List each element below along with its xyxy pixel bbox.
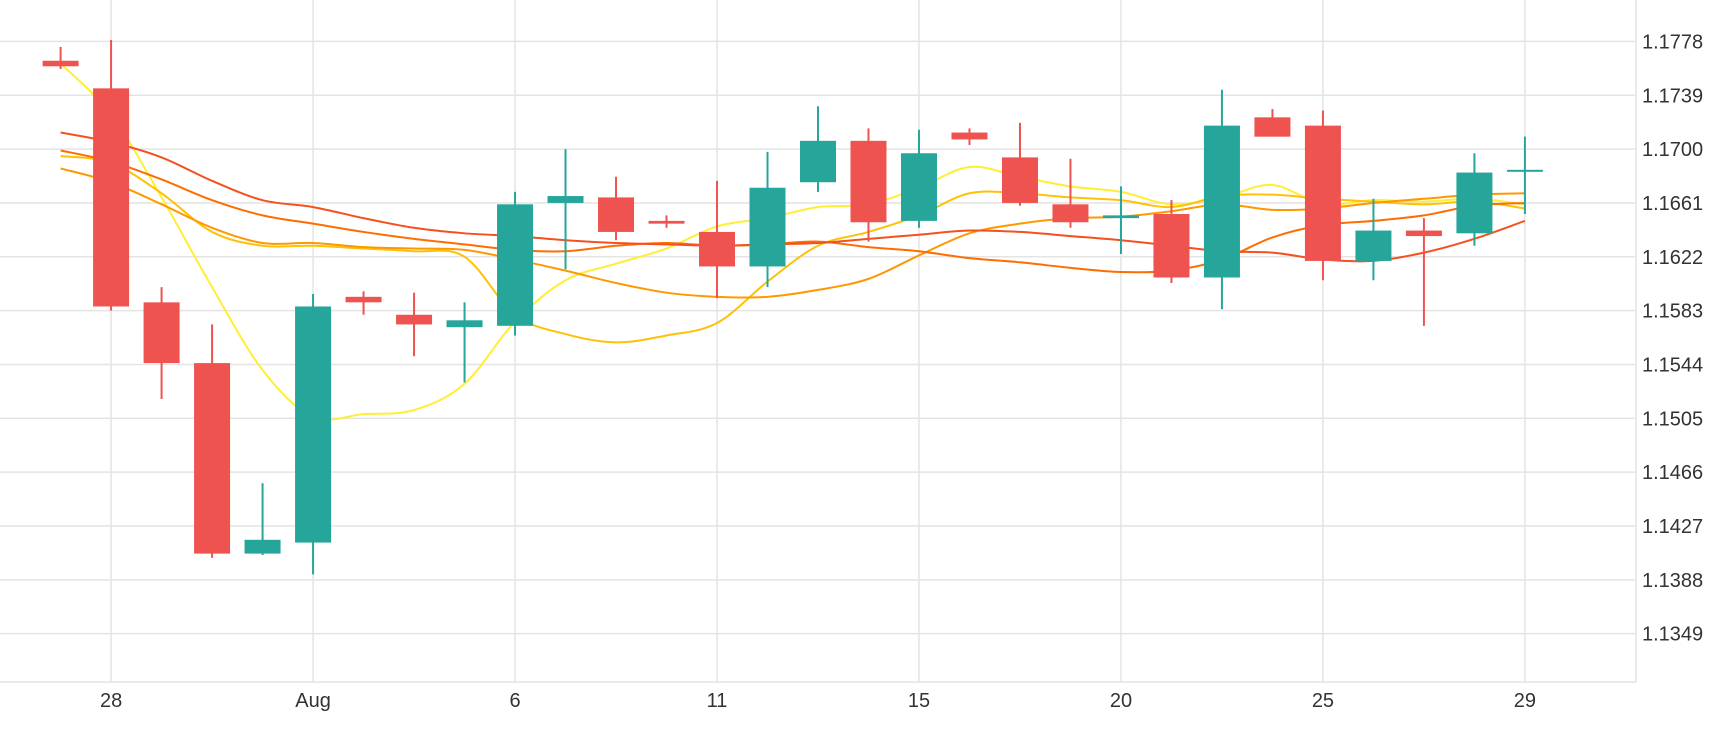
x-tick-label: 28 xyxy=(100,690,122,712)
candle-body-down xyxy=(1304,125,1341,261)
y-tick-label: 1.1349 xyxy=(1642,624,1703,646)
y-tick-label: 1.1778 xyxy=(1642,31,1703,53)
candle-body-down xyxy=(42,60,79,67)
y-tick-label: 1.1544 xyxy=(1642,354,1703,376)
x-tick-label: 6 xyxy=(509,690,520,712)
candle-body-up xyxy=(1506,169,1543,172)
candle-body-up xyxy=(749,187,786,267)
moving-averages xyxy=(59,62,1526,421)
candle-body-up xyxy=(295,306,332,543)
grid xyxy=(0,0,1637,683)
x-tick-label: 20 xyxy=(1110,690,1132,712)
candles xyxy=(42,40,1543,575)
candle-body-up xyxy=(446,320,483,328)
candle-body-down xyxy=(951,132,988,140)
y-tick-label: 1.1583 xyxy=(1642,301,1703,323)
x-tick-label: 29 xyxy=(1514,690,1536,712)
candle-body-down xyxy=(93,88,130,307)
candle-body-up xyxy=(1456,172,1493,234)
candle-body-down xyxy=(1001,157,1038,203)
candle-body-down xyxy=(648,220,685,224)
candle-body-up xyxy=(1203,125,1240,278)
candle-body-down xyxy=(598,197,635,232)
candle-body-down xyxy=(1052,204,1089,223)
y-tick-label: 1.1622 xyxy=(1642,247,1703,269)
x-tick-label: Aug xyxy=(295,690,331,712)
candle-body-up xyxy=(1355,230,1392,261)
candle-body-down xyxy=(345,296,382,303)
candle-body-down xyxy=(1153,213,1190,278)
moving-average-line xyxy=(60,131,1526,263)
moving-average-line xyxy=(60,167,1525,299)
moving-average-line xyxy=(60,149,1525,274)
y-tick-label: 1.1388 xyxy=(1642,570,1703,592)
candle-body-up xyxy=(1102,215,1139,219)
candle-body-down xyxy=(1405,230,1442,237)
candle-body-up xyxy=(547,196,584,203)
candle-body-down xyxy=(699,231,736,267)
y-tick-label: 1.1466 xyxy=(1642,462,1703,484)
candle-body-up xyxy=(497,204,534,326)
x-tick-label: 15 xyxy=(908,690,930,712)
candle-body-up xyxy=(800,140,836,183)
moving-average-line xyxy=(60,155,1526,344)
x-tick-label: 11 xyxy=(707,690,728,712)
y-tick-label: 1.1661 xyxy=(1642,193,1703,215)
axes: 1.1778 1.1739 1.1700 1.1661 1.1622 1.1583 1.15… xyxy=(100,31,1703,712)
x-tick-label: 25 xyxy=(1312,690,1334,712)
candle-body-up xyxy=(244,539,281,554)
candle-body-down xyxy=(143,302,180,364)
candle-body-down xyxy=(1254,117,1291,137)
candle-body-down xyxy=(194,363,231,554)
y-tick-label: 1.1427 xyxy=(1642,516,1703,538)
candle-body-up xyxy=(900,153,937,221)
candle-body-down xyxy=(850,140,887,223)
y-tick-label: 1.1700 xyxy=(1642,139,1703,161)
y-tick-label: 1.1739 xyxy=(1642,85,1703,107)
candle-body-down xyxy=(396,314,433,325)
y-tick-label: 1.1505 xyxy=(1642,408,1703,430)
